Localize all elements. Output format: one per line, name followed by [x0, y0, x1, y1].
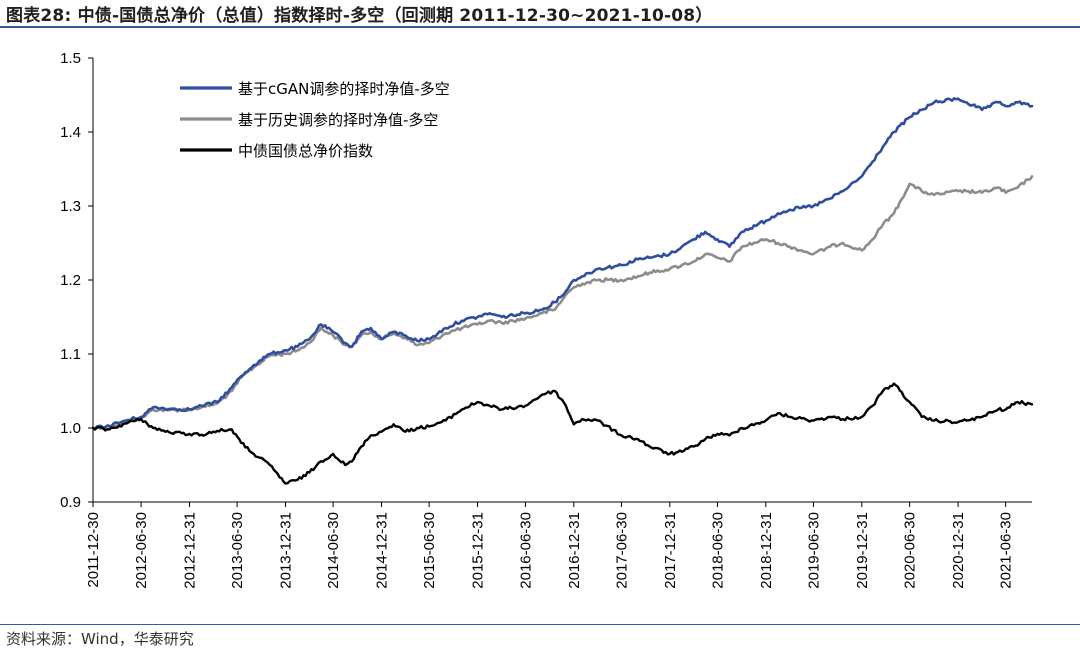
- y-tick-label: 1.5: [60, 50, 81, 67]
- series-line: [91, 175, 1034, 431]
- y-tick-label: 1.4: [60, 124, 81, 141]
- x-tick-label: 2019-12-31: [854, 512, 871, 589]
- title-rule: [0, 26, 1080, 28]
- x-tick-label: 2014-06-30: [325, 512, 342, 589]
- y-tick-label: 1.1: [60, 346, 81, 363]
- x-tick-label: 2015-06-30: [421, 512, 438, 589]
- x-tick-label: 2012-06-30: [133, 512, 150, 589]
- legend-label: 基于历史调参的择时净值-多空: [238, 111, 438, 129]
- figure-title: 图表28: 中债-国债总净价（总值）指数择时-多空（回测期 2011-12-30…: [6, 6, 713, 26]
- x-tick-label: 2017-12-31: [662, 512, 679, 589]
- x-tick-label: 2014-12-31: [374, 512, 391, 589]
- y-tick-label: 0.9: [60, 494, 81, 511]
- x-tick-label: 2018-12-31: [758, 512, 775, 589]
- x-tick-label: 2013-06-30: [229, 512, 246, 589]
- x-tick-label: 2015-12-31: [470, 512, 487, 589]
- series-line: [91, 97, 1034, 430]
- y-tick-label: 1.2: [60, 272, 81, 289]
- source-note: 资料来源：Wind，华泰研究: [6, 630, 194, 648]
- series-line: [91, 382, 1034, 485]
- x-tick-label: 2020-12-31: [950, 512, 967, 589]
- chart-series: [91, 97, 1034, 485]
- x-tick-label: 2016-12-31: [566, 512, 583, 589]
- x-tick-label: 2018-06-30: [709, 512, 726, 589]
- x-tick-label: 2013-12-31: [278, 512, 295, 589]
- y-tick-label: 1.0: [60, 420, 81, 437]
- legend-label: 中债国债总净价指数: [238, 142, 373, 160]
- legend-label: 基于cGAN调参的择时净值-多空: [238, 80, 450, 98]
- x-tick-label: 2021-06-30: [998, 512, 1015, 589]
- x-tick-label: 2011-12-30: [85, 512, 102, 588]
- x-tick-label: 2016-06-30: [517, 512, 534, 589]
- x-tick-label: 2020-06-30: [902, 512, 919, 589]
- x-tick-label: 2017-06-30: [613, 512, 630, 589]
- source-rule: [0, 624, 1080, 625]
- figure-title-bar: 图表28: 中债-国债总净价（总值）指数择时-多空（回测期 2011-12-30…: [0, 0, 1080, 26]
- x-tick-label: 2019-06-30: [805, 512, 822, 589]
- y-tick-label: 1.3: [60, 198, 81, 215]
- x-tick-label: 2012-12-31: [182, 512, 199, 589]
